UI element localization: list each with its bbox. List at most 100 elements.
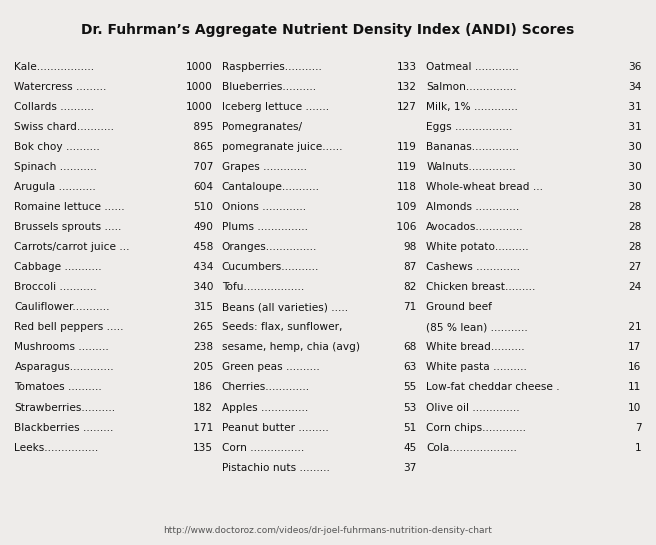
Text: 10: 10 — [628, 403, 642, 413]
Text: Cola....................: Cola.................... — [426, 443, 518, 453]
Text: 21: 21 — [625, 322, 642, 332]
Text: Cashews .............: Cashews ............. — [426, 262, 520, 272]
Text: Raspberries...........: Raspberries........... — [222, 62, 321, 71]
Text: 45: 45 — [403, 443, 417, 453]
Text: Seeds: flax, sunflower,: Seeds: flax, sunflower, — [222, 322, 342, 332]
Text: 28: 28 — [628, 222, 642, 232]
Text: 865: 865 — [190, 142, 213, 152]
Text: http://www.doctoroz.com/videos/dr-joel-fuhrmans-nutrition-density-chart: http://www.doctoroz.com/videos/dr-joel-f… — [163, 526, 493, 535]
Text: 109: 109 — [393, 202, 417, 212]
Text: Milk, 1% .............: Milk, 1% ............. — [426, 102, 518, 112]
Text: 133: 133 — [396, 62, 417, 71]
Text: 27: 27 — [628, 262, 642, 272]
Text: 238: 238 — [193, 342, 213, 353]
Text: 119: 119 — [397, 162, 417, 172]
Text: Blackberries .........: Blackberries ......... — [14, 422, 113, 433]
Text: 17: 17 — [628, 342, 642, 353]
Text: 186: 186 — [194, 383, 213, 392]
Text: Collards ..........: Collards .......... — [14, 102, 94, 112]
Text: Pistachio nuts .........: Pistachio nuts ......... — [222, 463, 329, 473]
Text: 63: 63 — [403, 362, 417, 372]
Text: 87: 87 — [403, 262, 417, 272]
Text: Tomatoes ..........: Tomatoes .......... — [14, 383, 102, 392]
Text: Oranges...............: Oranges............... — [222, 242, 317, 252]
Text: Whole-wheat bread ...: Whole-wheat bread ... — [426, 182, 543, 192]
Text: 82: 82 — [403, 282, 417, 292]
Text: Romaine lettuce ......: Romaine lettuce ...... — [14, 202, 125, 212]
Text: Asparagus.............: Asparagus............. — [14, 362, 114, 372]
Text: Strawberries..........: Strawberries.......... — [14, 403, 115, 413]
Text: 34: 34 — [628, 82, 642, 92]
Text: Low-fat cheddar cheese .: Low-fat cheddar cheese . — [426, 383, 560, 392]
Text: Bananas..............: Bananas.............. — [426, 142, 520, 152]
Text: Green peas ..........: Green peas .......... — [222, 362, 319, 372]
Text: Blueberries..........: Blueberries.......... — [222, 82, 316, 92]
Text: 1000: 1000 — [186, 102, 213, 112]
Text: Ground beef: Ground beef — [426, 302, 492, 312]
Text: 1000: 1000 — [186, 82, 213, 92]
Text: 707: 707 — [190, 162, 213, 172]
Text: Corn chips.............: Corn chips............. — [426, 422, 526, 433]
Text: Red bell peppers .....: Red bell peppers ..... — [14, 322, 124, 332]
Text: Eggs .................: Eggs ................. — [426, 122, 513, 132]
Text: Apples ..............: Apples .............. — [222, 403, 308, 413]
Text: pomegranate juice......: pomegranate juice...... — [222, 142, 342, 152]
Text: Onions .............: Onions ............. — [222, 202, 306, 212]
Text: 31: 31 — [625, 102, 642, 112]
Text: 30: 30 — [625, 182, 642, 192]
Text: Grapes .............: Grapes ............. — [222, 162, 307, 172]
Text: Tofu..................: Tofu.................. — [222, 282, 304, 292]
Text: 7: 7 — [635, 422, 642, 433]
Text: Walnuts..............: Walnuts.............. — [426, 162, 516, 172]
Text: Mushrooms .........: Mushrooms ......... — [14, 342, 109, 353]
Text: 68: 68 — [403, 342, 417, 353]
Text: Pomegranates/: Pomegranates/ — [222, 122, 302, 132]
Text: 16: 16 — [628, 362, 642, 372]
Text: 171: 171 — [190, 422, 213, 433]
Text: Cauliflower...........: Cauliflower........... — [14, 302, 110, 312]
Text: 24: 24 — [628, 282, 642, 292]
Text: Bok choy ..........: Bok choy .......... — [14, 142, 100, 152]
Text: Spinach ...........: Spinach ........... — [14, 162, 97, 172]
Text: 340: 340 — [190, 282, 213, 292]
Text: Olive oil ..............: Olive oil .............. — [426, 403, 520, 413]
Text: 28: 28 — [628, 202, 642, 212]
Text: 51: 51 — [403, 422, 417, 433]
Text: Avocados..............: Avocados.............. — [426, 222, 524, 232]
Text: 53: 53 — [403, 403, 417, 413]
Text: 98: 98 — [403, 242, 417, 252]
Text: 119: 119 — [397, 142, 417, 152]
Text: Dr. Fuhrman’s Aggregate Nutrient Density Index (ANDI) Scores: Dr. Fuhrman’s Aggregate Nutrient Density… — [81, 23, 575, 37]
Text: 37: 37 — [403, 463, 417, 473]
Text: Carrots/carrot juice ...: Carrots/carrot juice ... — [14, 242, 130, 252]
Text: 127: 127 — [397, 102, 417, 112]
Text: 135: 135 — [194, 443, 213, 453]
Text: 604: 604 — [194, 182, 213, 192]
Text: Beans (all varieties) .....: Beans (all varieties) ..... — [222, 302, 348, 312]
Text: 55: 55 — [403, 383, 417, 392]
Text: 31: 31 — [625, 122, 642, 132]
Text: Brussels sprouts .....: Brussels sprouts ..... — [14, 222, 122, 232]
Text: 265: 265 — [190, 322, 213, 332]
Text: 895: 895 — [190, 122, 213, 132]
Text: Cabbage ...........: Cabbage ........... — [14, 262, 102, 272]
Text: Cherries.............: Cherries............. — [222, 383, 310, 392]
Text: 11: 11 — [628, 383, 642, 392]
Text: Oatmeal .............: Oatmeal ............. — [426, 62, 519, 71]
Text: 205: 205 — [190, 362, 213, 372]
Text: White pasta ..........: White pasta .......... — [426, 362, 527, 372]
Text: 434: 434 — [190, 262, 213, 272]
Text: 1: 1 — [635, 443, 642, 453]
Text: 132: 132 — [397, 82, 417, 92]
Text: Corn ................: Corn ................ — [222, 443, 304, 453]
Text: White potato..........: White potato.......... — [426, 242, 529, 252]
Text: Watercress .........: Watercress ......... — [14, 82, 107, 92]
Text: sesame, hemp, chia (avg): sesame, hemp, chia (avg) — [222, 342, 359, 353]
Text: Broccoli ...........: Broccoli ........... — [14, 282, 97, 292]
Text: Peanut butter .........: Peanut butter ......... — [222, 422, 329, 433]
Text: 30: 30 — [625, 142, 642, 152]
Text: 118: 118 — [397, 182, 417, 192]
Text: Chicken breast.........: Chicken breast......... — [426, 282, 536, 292]
Text: Leeks................: Leeks................ — [14, 443, 98, 453]
Text: Kale.................: Kale................. — [14, 62, 94, 71]
